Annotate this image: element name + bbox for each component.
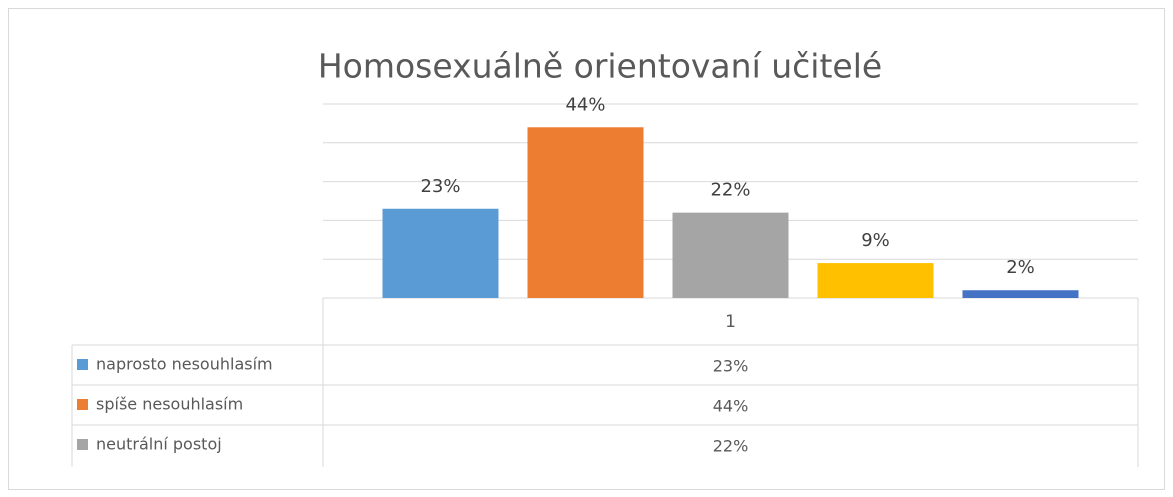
bar [527,127,644,298]
bar [382,208,499,298]
table-value: 23% [713,357,749,376]
x-tick-label: 1 [725,312,736,332]
legend-key [77,399,88,410]
legend-label: neutrální postoj [96,435,222,454]
value-label: 23% [420,176,460,197]
value-label: 9% [861,230,890,251]
bar [672,212,789,298]
legend-label: spíše nesouhlasím [96,395,243,414]
legend-key [77,359,88,370]
table-value: 22% [713,437,749,456]
legend-key [77,439,88,450]
value-label: 22% [710,180,750,201]
bar [962,290,1079,298]
bar [817,263,934,298]
legend-label: naprosto nesouhlasím [96,355,273,374]
value-label: 44% [565,94,605,115]
table-value: 44% [713,397,749,416]
value-label: 2% [1006,257,1035,278]
chart-title: Homosexuálně orientovaní učitelé [318,47,882,86]
